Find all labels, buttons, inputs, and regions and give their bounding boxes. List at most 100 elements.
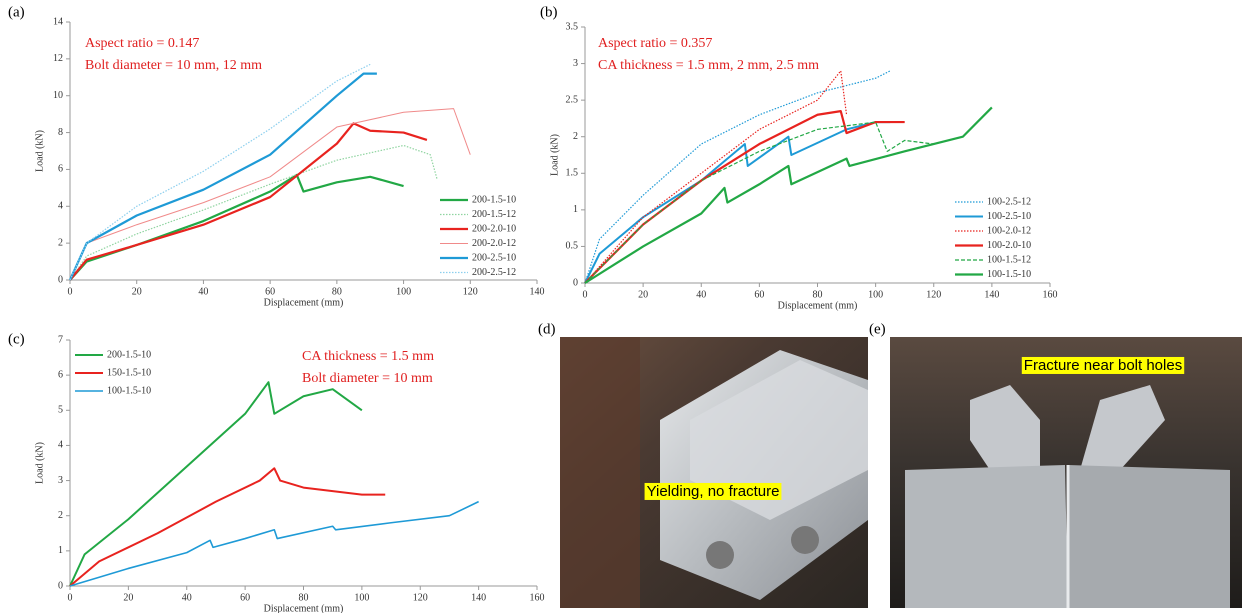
- legend-label: 100-2.5-10: [987, 211, 1031, 222]
- photo-d: [560, 337, 868, 608]
- x-tick-label: 60: [240, 592, 250, 603]
- y-tick-label: 4: [58, 440, 63, 451]
- series-line: [69, 144, 438, 281]
- y-tick-label: 5: [58, 405, 63, 416]
- y-axis-label: Load (kN): [549, 134, 560, 176]
- annotation: CA thickness = 1.5 mm, 2 mm, 2.5 mm: [598, 58, 819, 73]
- series-line: [69, 381, 363, 587]
- legend-label: 200-2.0-12: [472, 238, 516, 249]
- x-tick-label: 80: [332, 286, 342, 297]
- x-tick-label: 40: [696, 289, 706, 300]
- annotation: Bolt diameter = 10 mm: [302, 371, 433, 386]
- series-line: [584, 106, 993, 284]
- annotation: Aspect ratio = 0.357: [598, 36, 712, 51]
- panel-label: (e): [869, 321, 886, 337]
- panel-label: (c): [8, 331, 25, 347]
- x-tick-label: 140: [471, 592, 486, 603]
- x-tick-label: 80: [299, 592, 309, 603]
- caption-background: [1021, 356, 1185, 374]
- photo-caption: Fracture near bolt holes: [1024, 357, 1182, 374]
- x-tick-label: 60: [265, 286, 275, 297]
- series-line: [69, 173, 404, 281]
- photo-caption: Yielding, no fracture: [647, 483, 780, 500]
- y-tick-label: 14: [53, 16, 63, 27]
- x-tick-label: 140: [984, 289, 999, 300]
- x-tick-label: 120: [463, 286, 478, 297]
- legend-label: 200-1.5-10: [472, 194, 516, 205]
- legend-label: 200-1.5-10: [107, 349, 151, 360]
- x-axis-label: Displacement (mm): [264, 297, 344, 308]
- series-line: [69, 122, 428, 281]
- y-tick-label: 6: [58, 164, 63, 175]
- legend-label: 150-1.5-10: [107, 367, 151, 378]
- y-tick-label: 0.5: [566, 241, 579, 252]
- y-axis-label: Load (kN): [34, 442, 45, 484]
- annotation: CA thickness = 1.5 mm: [302, 349, 434, 364]
- x-axis-label: Displacement (mm): [778, 300, 858, 311]
- photo-e: [890, 337, 1242, 608]
- legend-label: 200-1.5-12: [472, 209, 516, 220]
- x-tick-label: 40: [198, 286, 208, 297]
- y-tick-label: 2.5: [566, 94, 579, 105]
- y-tick-label: 7: [58, 334, 63, 345]
- y-axis-label: Load (kN): [34, 130, 45, 172]
- x-tick-label: 120: [926, 289, 941, 300]
- series-line: [69, 467, 386, 587]
- x-tick-label: 20: [638, 289, 648, 300]
- y-tick-label: 10: [53, 90, 63, 101]
- x-tick-label: 60: [754, 289, 764, 300]
- annotation: Bolt diameter = 10 mm, 12 mm: [85, 58, 262, 73]
- series-line: [69, 63, 371, 281]
- x-axis-label: Displacement (mm): [264, 603, 344, 613]
- series-line: [584, 70, 891, 284]
- y-tick-label: 3.5: [566, 21, 579, 32]
- y-tick-label: 0: [573, 277, 578, 288]
- x-tick-label: 100: [868, 289, 883, 300]
- series-line: [584, 110, 905, 284]
- series-line: [584, 70, 848, 284]
- x-tick-label: 100: [354, 592, 369, 603]
- annotation: Aspect ratio = 0.147: [85, 36, 199, 51]
- legend-label: 100-1.5-10: [107, 385, 151, 396]
- legend-label: 100-1.5-12: [987, 254, 1031, 265]
- y-tick-label: 4: [58, 201, 63, 212]
- panel-label: (a): [8, 4, 25, 20]
- y-tick-label: 1: [58, 545, 63, 556]
- y-tick-label: 2: [573, 131, 578, 142]
- y-tick-label: 12: [53, 53, 63, 64]
- y-tick-label: 8: [58, 127, 63, 138]
- x-tick-label: 40: [182, 592, 192, 603]
- caption-background: [644, 482, 782, 500]
- y-tick-label: 6: [58, 369, 63, 380]
- y-tick-label: 3: [573, 58, 578, 69]
- x-tick-label: 120: [413, 592, 428, 603]
- x-tick-label: 20: [123, 592, 133, 603]
- legend-label: 100-2.0-12: [987, 225, 1031, 236]
- series-line: [69, 108, 471, 281]
- x-tick-label: 160: [530, 592, 545, 603]
- series-line: [584, 121, 891, 284]
- legend-label: 200-2.0-10: [472, 223, 516, 234]
- x-tick-label: 100: [396, 286, 411, 297]
- x-tick-label: 20: [132, 286, 142, 297]
- x-tick-label: 140: [530, 286, 545, 297]
- series-line: [69, 500, 479, 587]
- x-tick-label: 0: [68, 286, 73, 297]
- y-tick-label: 3: [58, 475, 63, 486]
- series-line: [68, 72, 377, 281]
- x-tick-label: 80: [813, 289, 823, 300]
- y-tick-label: 2: [58, 510, 63, 521]
- x-tick-label: 0: [68, 592, 73, 603]
- legend-label: 100-2.5-12: [987, 196, 1031, 207]
- series-line: [584, 121, 934, 284]
- y-tick-label: 2: [58, 237, 63, 248]
- legend-label: 100-2.0-10: [987, 240, 1031, 251]
- y-tick-label: 0: [58, 580, 63, 591]
- x-tick-label: 160: [1043, 289, 1058, 300]
- panel-label: (d): [538, 321, 556, 337]
- legend-label: 200-2.5-10: [472, 252, 516, 263]
- x-tick-label: 0: [583, 289, 588, 300]
- y-tick-label: 0: [58, 274, 63, 285]
- y-tick-label: 1: [573, 204, 578, 215]
